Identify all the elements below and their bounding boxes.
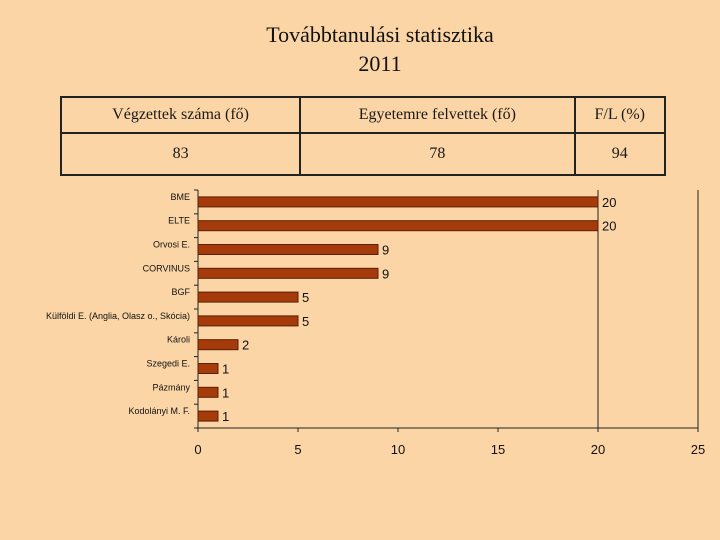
x-tick-label: 0 [194,442,201,457]
category-label: Szegedi E. [146,359,190,369]
data-label: 9 [382,243,389,258]
category-label: Károli [167,335,190,345]
category-label: BME [170,192,190,202]
category-label: BGF [171,287,190,297]
header-ratio: F/L (%) [573,96,666,134]
x-tick-label: 20 [591,442,605,457]
data-label: 9 [382,266,389,281]
data-label: 1 [222,385,229,400]
category-label: CORVINUS [143,263,190,273]
data-label: 1 [222,362,229,377]
value-graduates: 83 [59,132,302,176]
bar [197,196,599,208]
category-label: Külföldi E. (Anglia, Olasz o., Skócia) [46,311,190,321]
chart-title: Továbbtanulási statisztika 2011 [0,20,720,78]
bar [197,267,379,279]
value-admitted: 78 [299,132,576,176]
bar [197,315,299,327]
header-graduates: Végzettek száma (fő) [59,96,302,134]
header-admitted: Egyetemre felvettek (fő) [299,96,576,134]
bar [197,410,219,422]
data-label: 5 [302,314,309,329]
bar [197,220,599,232]
category-label: Pázmány [152,382,190,392]
data-label: 2 [242,338,249,353]
category-label: Orvosi E. [153,240,190,250]
summary-value-row: 83 78 94 [59,132,666,176]
bar [197,363,219,374]
summary-header-row: Végzettek száma (fő) Egyetemre felvettek… [59,96,666,134]
bar [197,339,239,351]
category-label: ELTE [168,216,190,226]
data-label: 5 [302,290,309,305]
title-line-2: 2011 [358,51,402,76]
x-tick-label: 5 [294,442,301,457]
data-label: 20 [602,219,616,234]
value-ratio: 94 [573,132,666,176]
summary-table: Végzettek száma (fő) Egyetemre felvettek… [59,96,666,176]
bar [197,244,379,255]
x-tick-label: 25 [691,442,705,457]
bar [197,386,219,398]
bar [197,291,299,303]
title-line-1: Továbbtanulási statisztika [266,22,494,47]
data-label: 1 [222,409,229,424]
x-tick-label: 10 [391,442,405,457]
data-label: 20 [602,195,616,210]
x-tick-label: 15 [491,442,505,457]
category-label: Kodolányi M. F. [128,406,190,416]
